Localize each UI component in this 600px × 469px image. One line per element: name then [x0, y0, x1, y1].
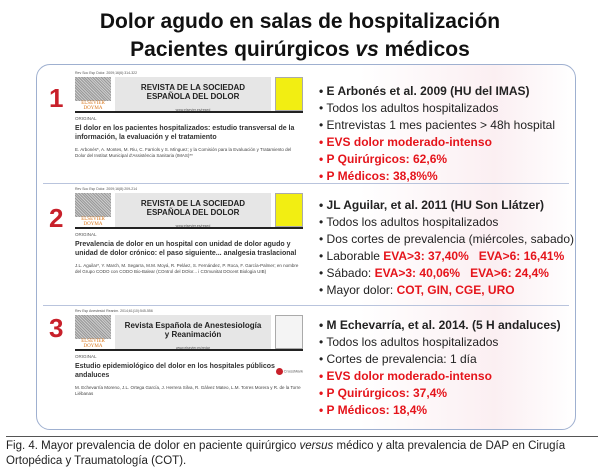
caption-label: Fig. 4.: [6, 440, 38, 452]
journal-line: ESPAÑOLA DEL DOLOR: [146, 92, 240, 101]
publisher: ELSEVIER DOYMA: [75, 339, 111, 349]
figure-caption: Fig. 4. Mayor prevalencia de dolor en pa…: [6, 436, 598, 469]
bullet: M Echevarría, et al. 2014. (5 H andaluce…: [319, 317, 561, 334]
article-thumbnail: Rev Esp Anestesiol Reanim. 2014;61(10):5…: [75, 309, 303, 397]
article-type: ORIGINAL: [75, 232, 97, 237]
article-authors: E. Arbonés*, A. Montes, M. Riu, C. Farri…: [75, 147, 292, 158]
bullet: Todos los adultos hospitalizados: [319, 334, 561, 351]
journal-name: REVISTA DE LA SOCIEDAD ESPAÑOLA DEL DOLOR…: [115, 77, 271, 112]
bullet: EVS dolor moderado-intenso: [319, 134, 555, 151]
caption-text: Mayor prevalencia de dolor en paciente q…: [37, 440, 300, 452]
article-meta: Rev Soc Esp Dolor. 2009;16(8):209-214: [75, 187, 138, 191]
publisher: ELSEVIER DOYMA: [75, 217, 111, 227]
study-bullets: JL Aguilar, et al. 2011 (HU Son Llátzer)…: [319, 197, 574, 299]
study-section-3: 3 Rev Esp Anestesiol Reanim. 2014;61(10)…: [37, 307, 575, 429]
journal-line: y Reanimación: [164, 330, 222, 339]
journal-url: www.elsevier.es/resed: [175, 224, 211, 228]
article-type: ORIGINAL: [75, 354, 97, 359]
journal-url: www.elsevier.es/redar: [175, 346, 211, 350]
bullet: Laborable EVA>3: 37,40% EVA>6: 16,41%: [319, 248, 574, 265]
publisher: ELSEVIER DOYMA: [75, 101, 111, 111]
caption-em: versus: [299, 440, 334, 452]
bullet: P Médicos: 38,8%%: [319, 168, 555, 185]
article-type: ORIGINAL: [75, 116, 97, 121]
journal-line: REVISTA DE LA SOCIEDAD: [140, 83, 246, 92]
bullet: E Arbonés et al. 2009 (HU del IMAS): [319, 83, 555, 100]
study-section-1: 1 Rev Soc Esp Dolor. 2009;16(6):314-322 …: [37, 65, 575, 183]
bullet: P Quirúrgicos: 62,6%: [319, 151, 555, 168]
bullet-label: Mayor dolor:: [326, 283, 397, 297]
article-title: Prevalencia de dolor en un hospital con …: [75, 241, 297, 257]
journal-cover-icon: [275, 315, 303, 349]
bullet: Todos los adultos hospitalizados: [319, 100, 555, 117]
journal-name: REVISTA DE LA SOCIEDAD ESPAÑOLA DEL DOLOR…: [115, 193, 271, 228]
slide-panel: 1 Rev Soc Esp Dolor. 2009;16(6):314-322 …: [36, 64, 576, 430]
study-bullets: M Echevarría, et al. 2014. (5 H andaluce…: [319, 317, 561, 419]
bullet: Mayor dolor: COT, GIN, CGE, URO: [319, 282, 574, 299]
bullet: P Médicos: 18,4%: [319, 402, 561, 419]
bullet: Sábado: EVA>3: 40,06% EVA>6: 24,4%: [319, 265, 574, 282]
section-number: 2: [49, 203, 64, 233]
crossmark-icon: CrossMark: [275, 367, 303, 375]
study-bullets: E Arbonés et al. 2009 (HU del IMAS) Todo…: [319, 83, 555, 185]
bullet-value: COT, GIN, CGE, URO: [396, 283, 515, 297]
section-number: 1: [49, 83, 64, 113]
article-authors: M. Echevarría Moreno, J.L. Ortega García…: [75, 385, 301, 396]
article-title: Estudio epidemiológico del dolor en los …: [75, 363, 275, 379]
bullet: Dos cortes de prevalencia (miércoles, sa…: [319, 231, 574, 248]
section-number: 3: [49, 313, 64, 343]
bullet: Todos los adultos hospitalizados: [319, 214, 574, 231]
divider: [43, 183, 569, 184]
bullet: P Quirúrgicos: 37,4%: [319, 385, 561, 402]
subtitle-text-end: médicos: [378, 38, 470, 61]
elsevier-logo-icon: ELSEVIER DOYMA: [75, 315, 111, 349]
bullet-label: Sábado:: [326, 266, 375, 280]
bullet: JL Aguilar, et al. 2011 (HU Son Llátzer): [319, 197, 574, 214]
journal-line: ESPAÑOLA DEL DOLOR: [146, 208, 240, 217]
bullet-label: Laborable: [326, 249, 384, 263]
slide-subtitle: Pacientes quirúrgicos vs médicos: [0, 38, 600, 62]
bullet-value: EVA>6: 24,4%: [470, 266, 549, 280]
elsevier-logo-icon: ELSEVIER DOYMA: [75, 77, 111, 111]
article-meta: Rev Esp Anestesiol Reanim. 2014;61(10):5…: [75, 309, 153, 313]
caption-text-end: médico y alta prevalencia de DAP en Ciru…: [6, 440, 566, 467]
article-title: El dolor en los pacientes hospitalizados…: [75, 125, 295, 141]
article-meta: Rev Soc Esp Dolor. 2009;16(6):314-322: [75, 71, 138, 75]
bullet: Cortes de prevalencia: 1 día: [319, 351, 561, 368]
journal-line: REVISTA DE LA SOCIEDAD: [140, 199, 246, 208]
bullet: Entrevistas 1 mes pacientes > 48h hospit…: [319, 117, 555, 134]
bullet-value: EVA>6: 16,41%: [478, 249, 565, 263]
bullet-value: EVA>3: 40,06%: [374, 266, 461, 280]
divider: [43, 305, 569, 306]
subtitle-text: Pacientes quirúrgicos: [130, 38, 356, 61]
subtitle-vs: vs: [355, 38, 379, 61]
journal-name: Revista Española de Anestesiología y Rean…: [115, 315, 271, 350]
article-authors: J.L. Aguilar*, Y. March, M. Segarra, M.M…: [75, 263, 299, 274]
bullet: EVS dolor moderado-intenso: [319, 368, 561, 385]
elsevier-logo-icon: ELSEVIER DOYMA: [75, 193, 111, 227]
article-thumbnail: Rev Soc Esp Dolor. 2009;16(6):314-322 EL…: [75, 71, 303, 159]
journal-cover-icon: [275, 77, 303, 111]
study-section-2: 2 Rev Soc Esp Dolor. 2009;16(8):209-214 …: [37, 185, 575, 305]
slide-title: Dolor agudo en salas de hospitalización: [99, 10, 501, 33]
journal-cover-icon: [275, 193, 303, 227]
crossmark-label: CrossMark: [283, 368, 303, 374]
journal-line: Revista Española de Anestesiología: [124, 321, 262, 330]
article-thumbnail: Rev Soc Esp Dolor. 2009;16(8):209-214 EL…: [75, 187, 303, 275]
bullet-value: EVA>3: 37,40%: [383, 249, 469, 263]
journal-url: www.elsevier.es/resed: [175, 108, 211, 112]
